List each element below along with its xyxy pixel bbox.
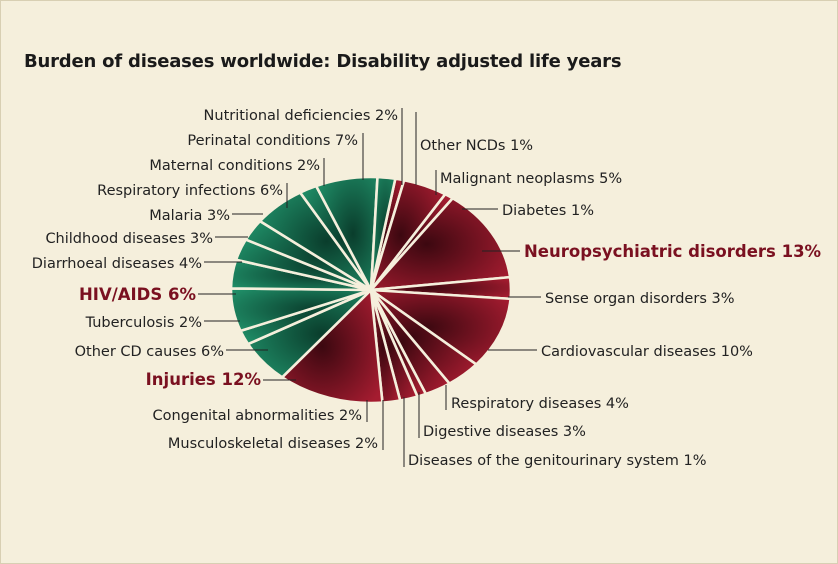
slice-label-malaria: Malaria 3% (149, 208, 230, 224)
slice-label-other-cd-causes: Other CD causes 6% (75, 344, 224, 360)
slice-label-musculoskeletal-diseases: Musculoskeletal diseases 2% (168, 436, 378, 452)
slice-label-nutritional-deficiencies: Nutritional deficiencies 2% (204, 108, 398, 124)
slice-label-tuberculosis: Tuberculosis 2% (85, 315, 202, 331)
slice-label-maternal-conditions: Maternal conditions 2% (149, 158, 320, 174)
slice-label-congenital-abnormalities: Congenital abnormalities 2% (153, 408, 362, 424)
chart-title: Burden of diseases worldwide: Disability… (24, 51, 622, 72)
slice-label-injuries: Injuries 12% (146, 370, 262, 389)
slice-label-diseases-of-the-genitourinary-system: Diseases of the genitourinary system 1% (408, 453, 707, 469)
slice-label-neuropsychiatric-disorders: Neuropsychiatric disorders 13% (524, 242, 822, 261)
pie-slice-cardiovascular-diseases (369, 288, 512, 366)
slice-label-hiv-aids: HIV/AIDS 6% (79, 285, 196, 304)
pie-slice-neuropsychiatric-disorders (369, 196, 512, 292)
slice-label-digestive-diseases: Digestive diseases 3% (423, 424, 586, 440)
pie-slice-nutritional-deficiencies (369, 175, 397, 292)
slice-label-respiratory-infections: Respiratory infections 6% (97, 183, 283, 199)
slice-label-other-ncds: Other NCDs 1% (420, 138, 533, 154)
slice-label-diabetes: Diabetes 1% (502, 203, 594, 219)
slice-label-cardiovascular-diseases: Cardiovascular diseases 10% (541, 344, 753, 360)
slice-label-childhood-diseases: Childhood diseases 3% (45, 231, 213, 247)
slice-label-perinatal-conditions: Perinatal conditions 7% (187, 133, 358, 149)
slice-label-diarrhoeal-diseases: Diarrhoeal diseases 4% (32, 256, 202, 272)
slice-label-sense-organ-disorders: Sense organ disorders 3% (545, 291, 734, 307)
slice-label-malignant-neoplasms: Malignant neoplasms 5% (440, 171, 622, 187)
slice-label-respiratory-diseases: Respiratory diseases 4% (451, 396, 629, 412)
